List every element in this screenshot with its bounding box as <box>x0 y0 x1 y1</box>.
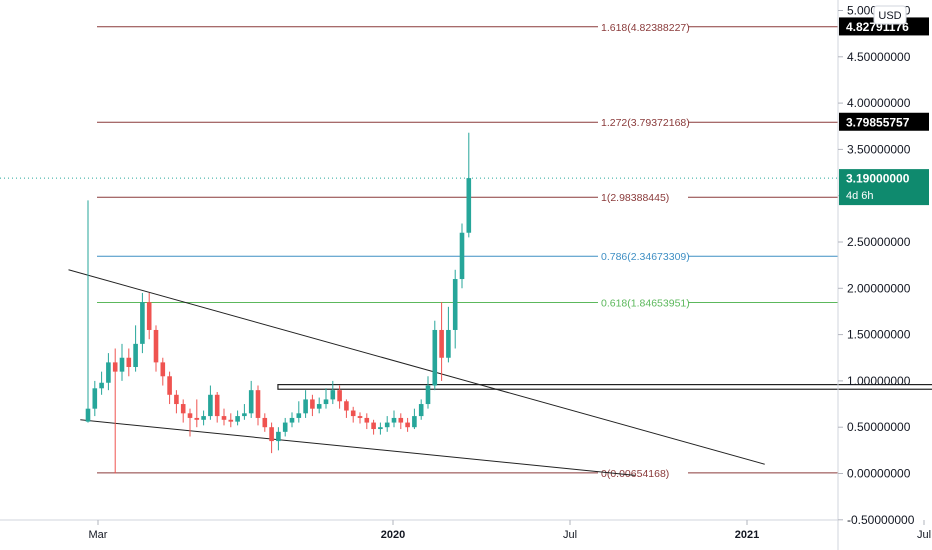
trendline[interactable] <box>80 419 635 476</box>
candle-body <box>112 362 118 372</box>
candle-body <box>276 431 281 442</box>
candle-body <box>446 329 451 358</box>
price-badge <box>839 169 929 206</box>
candle-body <box>466 178 472 233</box>
candle-body <box>398 417 404 423</box>
candle-body <box>126 357 132 368</box>
currency-label: USD <box>878 10 901 22</box>
price-tick-label: 4.00000000 <box>847 96 911 110</box>
candle-body <box>316 404 322 409</box>
price-tick-label: 4.50000000 <box>847 50 911 64</box>
candle-body <box>201 416 206 420</box>
currency-button[interactable]: USD <box>873 5 907 25</box>
candle-body <box>85 408 91 422</box>
price-tick-label: 3.50000000 <box>847 142 911 156</box>
fib-label: 1.272(3.79372168) <box>601 117 690 129</box>
candle-body <box>418 404 424 417</box>
candle-body <box>296 413 302 418</box>
price-tick-label: -0.50000000 <box>847 513 915 527</box>
fib-levels[interactable]: 1.618(4.82388227) 1.272(3.79372168) 1(2.98… <box>97 22 838 480</box>
candle-body <box>303 399 308 414</box>
candle-body <box>269 427 274 442</box>
price-badge <box>839 17 929 36</box>
fib-label: 0(0.00654168) <box>601 468 669 480</box>
candle-body <box>350 410 356 417</box>
fib-label: 1.618(4.82388227) <box>601 22 690 34</box>
fib-label: 0.786(2.34673309) <box>601 251 690 263</box>
candle-body <box>452 279 458 330</box>
candle-body <box>344 401 349 411</box>
candle-body <box>160 362 166 377</box>
plot-background <box>0 0 838 520</box>
price-tick-label: 2.50000000 <box>847 235 911 249</box>
candle-body <box>391 417 397 423</box>
candle-body <box>425 385 431 405</box>
candle-body <box>106 362 111 383</box>
candle-body <box>153 329 159 363</box>
candle-body <box>140 302 145 344</box>
price-badge-label: 3.79855757 <box>846 115 910 129</box>
candle-body <box>174 394 179 405</box>
price-tick-label: 0.50000000 <box>847 420 911 434</box>
candle-body <box>180 404 186 414</box>
time-axis[interactable]: Mar2020Jul2021Jul2022Jul2023 <box>89 520 932 541</box>
candle-body <box>378 427 383 430</box>
candle-body <box>146 302 152 330</box>
candle-body <box>439 329 444 358</box>
time-tick-label: Jul <box>563 529 577 541</box>
candle-body <box>167 376 172 395</box>
candle-body <box>228 419 234 422</box>
candle-body <box>412 416 417 428</box>
candle-body <box>282 422 288 432</box>
candle-body <box>357 416 363 418</box>
price-tick-label: 0.00000000 <box>847 467 911 481</box>
candle-body <box>364 417 370 423</box>
fib-label: 0.618(1.84653951) <box>601 298 690 310</box>
candle-body <box>242 413 247 417</box>
fib-label: 1(2.98388445) <box>601 192 669 204</box>
candle-body <box>235 416 240 422</box>
candle-body <box>384 422 390 428</box>
candle-body <box>255 390 261 418</box>
price-axis[interactable]: -0.50000000 0.00000000 0.50000000 1.0000000… <box>838 0 915 527</box>
time-tick-label: Mar <box>89 529 108 541</box>
candle-body <box>133 343 138 368</box>
candle-body <box>432 329 438 386</box>
resistance-box[interactable] <box>277 384 932 390</box>
trendlines[interactable] <box>68 269 932 476</box>
candle-body <box>187 413 193 418</box>
price-tick-label: 2.00000000 <box>847 281 911 295</box>
candle-body <box>330 390 336 400</box>
candle-body <box>99 382 104 389</box>
price-badge <box>839 112 929 131</box>
trendline[interactable] <box>68 269 765 465</box>
candle-body <box>208 394 213 417</box>
time-tick-label: 2020 <box>381 529 405 541</box>
bar-countdown-label: 4d 6h <box>846 190 874 202</box>
time-tick-label: 2021 <box>735 529 759 541</box>
candle-body <box>289 417 295 423</box>
candle-body <box>262 417 268 428</box>
candle-body <box>92 388 98 409</box>
candle-body <box>248 390 254 414</box>
candle-body <box>371 422 376 430</box>
candle-body <box>119 357 125 372</box>
candle-body <box>310 399 315 409</box>
candle-body <box>337 390 342 402</box>
candles <box>85 132 472 474</box>
candle-body <box>214 394 220 417</box>
candle-body <box>221 416 227 420</box>
price-tick-label: 1.00000000 <box>847 374 911 388</box>
candle-body <box>323 399 329 405</box>
price-tick-label: 1.50000000 <box>847 328 911 342</box>
time-tick-label: Jul <box>917 529 931 541</box>
candle-body <box>194 417 200 420</box>
candle-body <box>405 422 410 428</box>
price-badge-label: 3.19000000 <box>846 172 910 186</box>
candle-body <box>459 232 465 280</box>
